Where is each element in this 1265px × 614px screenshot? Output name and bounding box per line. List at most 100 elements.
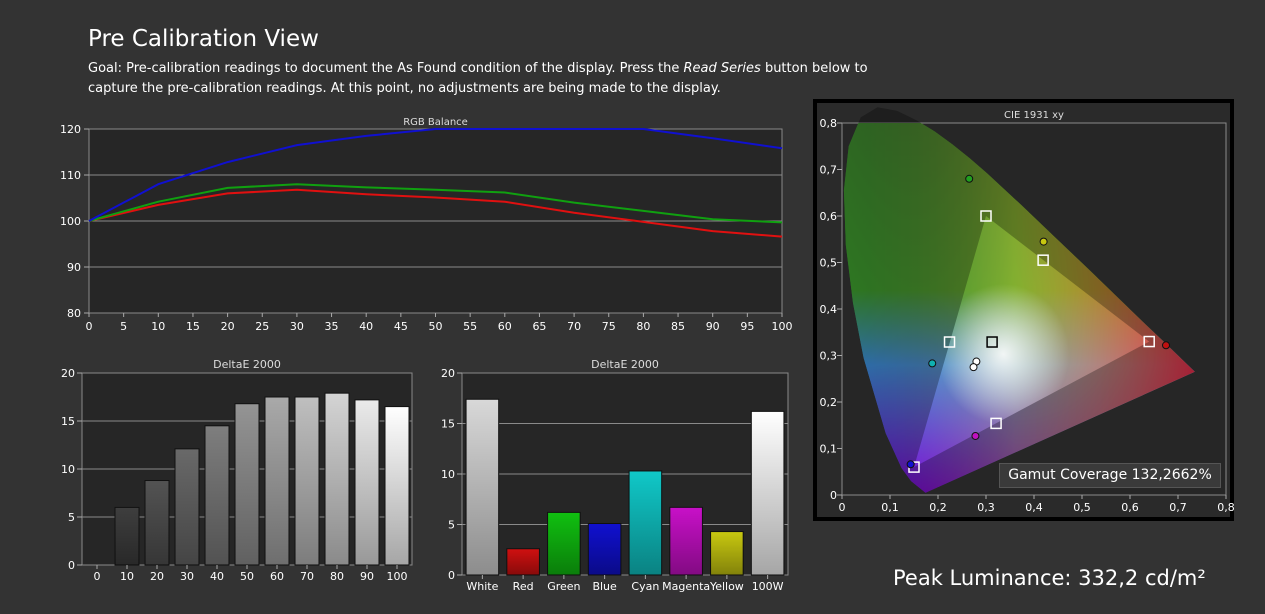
cie-target-marker bbox=[1143, 335, 1155, 348]
cie-xtick-label: 0,5 bbox=[1073, 501, 1091, 514]
rgb-ytick-label: 120 bbox=[60, 123, 81, 136]
grayscale-ytick-label: 20 bbox=[61, 367, 75, 380]
cie-xtick-label: 0,7 bbox=[1169, 501, 1187, 514]
goal-text-suffix: button below to capture the pre-calibrat… bbox=[88, 61, 868, 96]
rgb-xtick-label: 0 bbox=[86, 320, 93, 333]
peak-luminance-readout: Peak Luminance: 332,2 cd/m² bbox=[893, 566, 1206, 590]
rgb-ytick-label: 100 bbox=[60, 215, 81, 228]
rgb-xtick-label: 20 bbox=[221, 320, 235, 333]
colors-xtick-label: Cyan bbox=[631, 580, 659, 593]
colors-bar-shade bbox=[466, 399, 499, 575]
grayscale-xtick-label: 100 bbox=[387, 570, 408, 583]
rgb-xtick-label: 5 bbox=[120, 320, 127, 333]
goal-text-prefix: Goal: Pre-calibration readings to docume… bbox=[88, 61, 684, 76]
rgb-xtick-label: 100 bbox=[772, 320, 793, 333]
colors-xtick-label: Red bbox=[513, 580, 534, 593]
colors-ytick-label: 20 bbox=[441, 367, 455, 380]
colors-xtick-label: Blue bbox=[592, 580, 617, 593]
cie-xtick-label: 0,4 bbox=[1025, 501, 1043, 514]
colors-xtick-label: Yellow bbox=[709, 580, 744, 593]
cie-ytick-label: 0,2 bbox=[820, 396, 838, 409]
colors-xtick-label: Green bbox=[547, 580, 580, 593]
rgb-xtick-label: 75 bbox=[602, 320, 616, 333]
colors-ytick-label: 10 bbox=[441, 468, 455, 481]
cie-measured-point bbox=[965, 174, 974, 183]
grayscale-xtick-label: 60 bbox=[270, 570, 284, 583]
colors-bar-shade bbox=[710, 531, 744, 575]
read-series-reference: Read Series bbox=[683, 61, 761, 76]
grayscale-bar-shade bbox=[265, 397, 289, 565]
rgb-xtick-label: 65 bbox=[532, 320, 546, 333]
colors-bar-shade bbox=[547, 512, 581, 575]
colors-title: DeltaE 2000 bbox=[591, 358, 659, 371]
rgb-xtick-label: 90 bbox=[706, 320, 720, 333]
rgb-series-line-2 bbox=[88, 128, 783, 222]
cie-xtick-label: 0,6 bbox=[1121, 501, 1139, 514]
grayscale-bar-shade bbox=[145, 480, 169, 565]
colors-xtick-label: 100W bbox=[752, 580, 784, 593]
colors-xtick-label: Magenta bbox=[662, 580, 710, 593]
rgb-xtick-label: 40 bbox=[359, 320, 373, 333]
colors-ytick-label: 5 bbox=[448, 519, 455, 532]
grayscale-bar-shade bbox=[385, 406, 409, 565]
rgb-chart-title: RGB Balance bbox=[403, 117, 468, 128]
colors-bar-shade bbox=[506, 548, 540, 575]
grayscale-bar-shade bbox=[205, 425, 229, 565]
rgb-xtick-label: 35 bbox=[325, 320, 339, 333]
colors-bar-shade bbox=[629, 470, 662, 575]
cie-target-marker bbox=[990, 417, 1002, 430]
grayscale-xtick-label: 90 bbox=[360, 570, 374, 583]
rgb-xtick-label: 50 bbox=[429, 320, 443, 333]
colors-bar-shade bbox=[751, 411, 784, 575]
rgb-series-line-1 bbox=[88, 183, 783, 224]
cie-xtick-label: 0,3 bbox=[977, 501, 995, 514]
cie-xtick-label: 0,8 bbox=[1217, 501, 1235, 514]
cie-target-marker bbox=[1037, 254, 1049, 266]
cie-ytick-label: 0,8 bbox=[820, 117, 838, 130]
grayscale-title: DeltaE 2000 bbox=[213, 358, 281, 371]
cie-ytick-label: 0 bbox=[830, 489, 837, 502]
cie-measured-point bbox=[928, 359, 937, 368]
cie-target-marker bbox=[943, 336, 956, 348]
grayscale-ytick-label: 15 bbox=[61, 415, 75, 428]
rgb-xtick-label: 15 bbox=[186, 320, 200, 333]
colors-bar-shade bbox=[588, 523, 621, 575]
cie-xtick-label: 0 bbox=[839, 501, 846, 514]
rgb-xtick-label: 25 bbox=[255, 320, 269, 333]
deltae-grayscale-chart: DeltaE 2000 0 5 10 15 20 0 10 20 30 40 50 60 70 80 90 10… bbox=[61, 358, 413, 583]
grayscale-xtick-label: 10 bbox=[120, 570, 134, 583]
grayscale-bar-shade bbox=[325, 393, 349, 565]
grayscale-xtick-label: 0 bbox=[94, 570, 101, 583]
grayscale-xtick-label: 30 bbox=[180, 570, 194, 583]
colors-ytick-label: 0 bbox=[448, 569, 455, 582]
grayscale-bar-shade bbox=[295, 397, 319, 565]
rgb-xtick-label: 80 bbox=[636, 320, 650, 333]
deltae-colors-chart: DeltaE 2000 0 5 10 15 20 White Red Green Blue Cyan… bbox=[441, 358, 789, 593]
rgb-xtick-label: 85 bbox=[671, 320, 685, 333]
cie-xtick-label: 0,1 bbox=[881, 501, 899, 514]
grayscale-xtick-label: 50 bbox=[240, 570, 254, 583]
rgb-balance-chart: RGB Balance 80 90 100 110 120 0 5 10 15 20 25 30 35 40… bbox=[60, 117, 793, 333]
cie-ytick-label: 0,7 bbox=[820, 164, 838, 177]
rgb-xtick-label: 10 bbox=[151, 320, 165, 333]
cie-ytick-label: 0,4 bbox=[820, 303, 838, 316]
cie-ytick-label: 0,5 bbox=[820, 257, 838, 270]
gamut-coverage-readout: Gamut Coverage 132,2662% bbox=[999, 463, 1221, 488]
rgb-xtick-label: 30 bbox=[290, 320, 304, 333]
rgb-ytick-label: 80 bbox=[67, 307, 81, 320]
grayscale-ytick-label: 5 bbox=[68, 511, 75, 524]
cie-gamut-triangle bbox=[914, 216, 1150, 468]
rgb-xtick-label: 95 bbox=[740, 320, 754, 333]
grayscale-xtick-label: 20 bbox=[150, 570, 164, 583]
colors-xtick-label: White bbox=[466, 580, 498, 593]
grayscale-xtick-label: 70 bbox=[300, 570, 314, 583]
grayscale-xtick-label: 40 bbox=[210, 570, 224, 583]
grayscale-ytick-label: 0 bbox=[68, 559, 75, 572]
cie-ytick-label: 0,1 bbox=[820, 443, 838, 456]
rgb-xtick-label: 70 bbox=[567, 320, 581, 333]
grayscale-ytick-label: 10 bbox=[61, 463, 75, 476]
grayscale-bar-shade bbox=[115, 507, 139, 565]
cie-ytick-label: 0,3 bbox=[820, 350, 838, 363]
cie-measured-point bbox=[906, 460, 915, 469]
